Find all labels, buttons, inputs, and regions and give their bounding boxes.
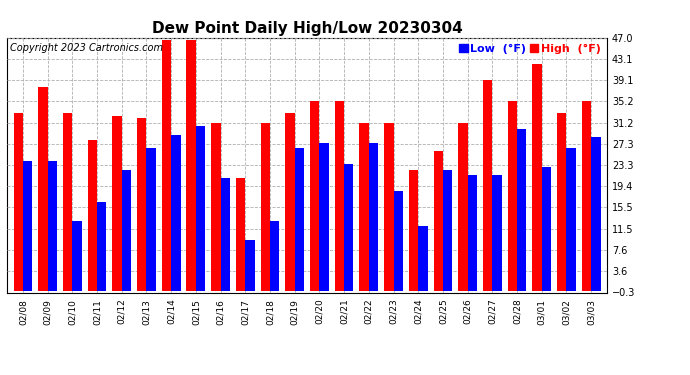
Bar [137, 118, 146, 291]
Bar [23, 162, 32, 291]
Bar [409, 170, 418, 291]
Bar [458, 123, 468, 291]
Bar [310, 101, 319, 291]
Bar [443, 170, 453, 291]
Bar [221, 178, 230, 291]
Bar [433, 151, 443, 291]
Bar [186, 40, 196, 291]
Bar [557, 113, 566, 291]
Bar [566, 148, 576, 291]
Bar [261, 123, 270, 291]
Bar [493, 175, 502, 291]
Bar [517, 129, 526, 291]
Bar [483, 80, 493, 291]
Bar [508, 101, 517, 291]
Bar [344, 164, 353, 291]
Bar [88, 140, 97, 291]
Bar [369, 142, 378, 291]
Bar [335, 101, 344, 291]
Bar [171, 135, 181, 291]
Bar [14, 113, 23, 291]
Bar [418, 226, 428, 291]
Bar [112, 116, 121, 291]
Bar [295, 148, 304, 291]
Legend: Low  (°F), High  (°F): Low (°F), High (°F) [458, 43, 602, 55]
Bar [211, 123, 221, 291]
Bar [542, 167, 551, 291]
Bar [270, 221, 279, 291]
Bar [319, 142, 329, 291]
Bar [236, 178, 245, 291]
Bar [146, 148, 156, 291]
Bar [359, 123, 369, 291]
Bar [591, 137, 600, 291]
Bar [121, 170, 131, 291]
Bar [468, 175, 477, 291]
Bar [384, 123, 393, 291]
Text: Copyright 2023 Cartronics.com: Copyright 2023 Cartronics.com [10, 43, 163, 52]
Bar [196, 126, 205, 291]
Title: Dew Point Daily High/Low 20230304: Dew Point Daily High/Low 20230304 [152, 21, 462, 36]
Bar [63, 113, 72, 291]
Bar [97, 202, 106, 291]
Bar [245, 240, 255, 291]
Bar [582, 101, 591, 291]
Bar [48, 162, 57, 291]
Bar [393, 191, 403, 291]
Bar [161, 40, 171, 291]
Bar [38, 87, 48, 291]
Bar [533, 64, 542, 291]
Bar [285, 113, 295, 291]
Bar [72, 221, 81, 291]
